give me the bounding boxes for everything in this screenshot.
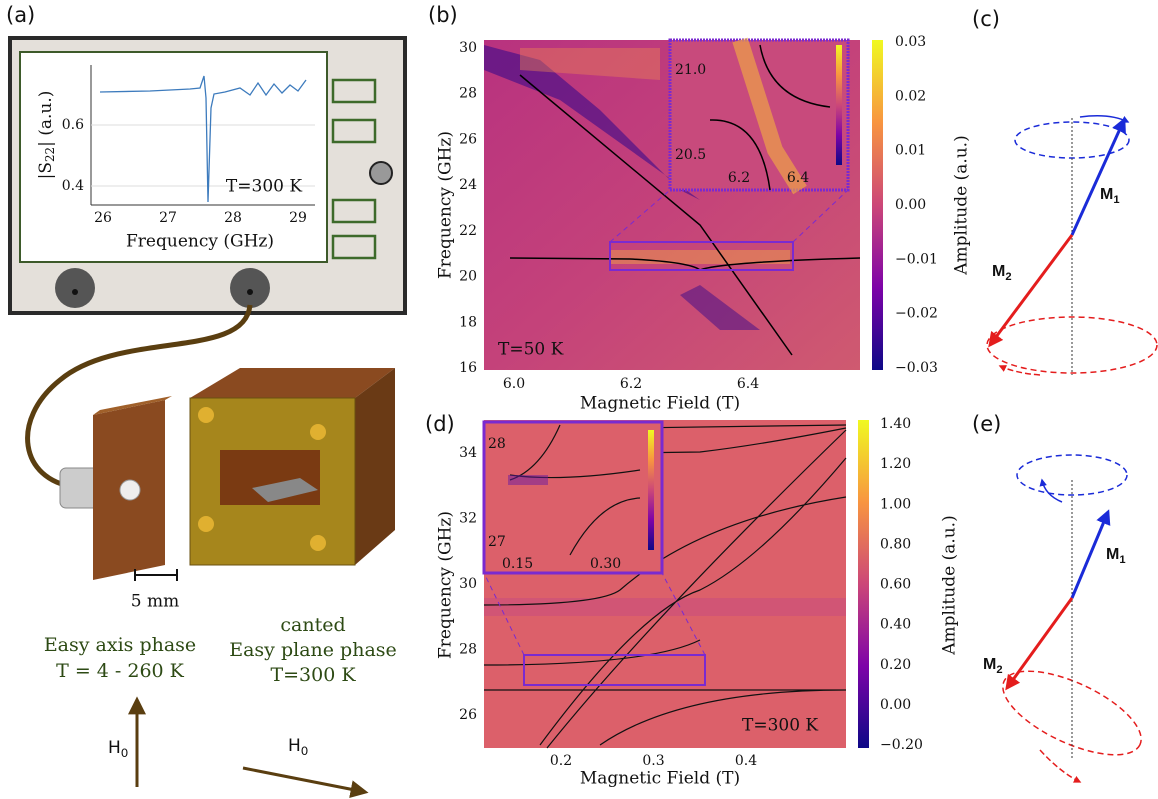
annotation: T=50 K (498, 340, 564, 360)
field-label: H0 (108, 738, 128, 760)
x-axis-label: Frequency (GHz) (126, 232, 274, 252)
colorbar-tick-label: 1.20 (880, 456, 911, 472)
phase-label: Easy axis phase (44, 634, 196, 656)
y-tick-label: 28 (459, 642, 477, 658)
colorbar-tick-label: −0.02 (895, 306, 938, 322)
y-tick-label: 0.4 (62, 178, 84, 194)
y-axis-label: |S22| (a.u.) (36, 91, 58, 180)
vector-label: M2 (983, 656, 1003, 676)
vector-label-main: M (1100, 186, 1113, 203)
y-axis-label-rest: | (a.u.) (36, 91, 56, 147)
phase-label: canted (280, 614, 345, 636)
colorbar-tick-label: 0.80 (880, 536, 911, 552)
inset-tick-label: 0.15 (502, 556, 533, 572)
inset-tick-label: 20.5 (675, 147, 706, 163)
colorbar-tick-label: −0.01 (895, 251, 938, 267)
colorbar-tick-label: 0.40 (880, 617, 911, 633)
y-tick-label: 22 (459, 223, 477, 239)
x-tick-label: 6.0 (503, 376, 525, 392)
spin-diagram-e (991, 455, 1152, 782)
x-axis-label: Magnetic Field (T) (580, 769, 740, 789)
colorbar-tick-label: 0.01 (895, 143, 926, 159)
y-tick-label: 28 (459, 86, 477, 102)
heatmap-d (484, 420, 869, 748)
x-tick-label: 6.4 (737, 376, 759, 392)
y-tick-label: 30 (459, 576, 477, 592)
x-tick-label: 0.2 (550, 753, 572, 769)
phase-label: Easy plane phase (229, 639, 397, 661)
colorbar-tick-label: −0.03 (895, 360, 938, 376)
x-axis-label: Magnetic Field (T) (580, 394, 740, 414)
annotation: T=300 K (742, 716, 818, 736)
inset-tick-label: 28 (488, 436, 506, 452)
cable-and-sample (28, 305, 395, 792)
instrument (10, 38, 405, 313)
y-axis-label: Frequency (GHz) (436, 131, 456, 279)
x-tick-label: 0.4 (735, 753, 757, 769)
colorbar-tick-label: 1.00 (880, 496, 911, 512)
vector-label-main: M (992, 263, 1005, 280)
x-tick-label: 27 (159, 210, 177, 226)
annotation: T=300 K (226, 177, 302, 197)
y-tick-label: 0.6 (62, 117, 84, 133)
field-label-main: H (108, 738, 121, 758)
y-tick-label: 26 (459, 707, 477, 723)
x-tick-label: 28 (224, 210, 242, 226)
x-tick-label: 26 (94, 210, 112, 226)
heatmap-b (484, 40, 883, 370)
x-tick-label: 0.3 (642, 753, 664, 769)
inset-tick-label: 27 (488, 534, 506, 550)
vector-label-sub: 1 (1119, 554, 1125, 566)
vector-label-sub: 2 (1005, 271, 1011, 283)
phase-label: T=300 K (270, 664, 356, 686)
y-tick-label: 26 (459, 131, 477, 147)
colorbar-tick-label: 0.02 (895, 88, 926, 104)
colorbar-tick-label: 0.60 (880, 577, 911, 593)
vector-label-main: M (1106, 546, 1119, 563)
vector-label-main: M (983, 656, 996, 673)
y-tick-label: 18 (459, 314, 477, 330)
field-label-sub: 0 (301, 744, 309, 758)
y-axis-label: Frequency (GHz) (436, 511, 456, 659)
y-tick-label: 34 (459, 445, 477, 461)
scale-bar-label: 5 mm (131, 592, 179, 612)
panel-label: (d) (425, 412, 455, 436)
y-tick-label: 16 (459, 360, 477, 376)
y-tick-label: 20 (459, 269, 477, 285)
field-label: H0 (288, 736, 308, 758)
y-axis-label-main: |S (36, 162, 56, 179)
colorbar-tick-label: 0.03 (895, 34, 926, 50)
colorbar-label: Amplitude (a.u.) (940, 515, 960, 655)
panel-label: (c) (972, 7, 1000, 31)
y-tick-label: 24 (459, 177, 477, 193)
vector-label: M1 (1106, 546, 1126, 566)
y-tick-label: 32 (459, 511, 477, 527)
field-label-sub: 0 (121, 746, 129, 760)
colorbar-label: Amplitude (a.u.) (952, 135, 972, 275)
y-axis-label-sub: 22 (43, 147, 57, 162)
vector-label: M2 (992, 263, 1012, 283)
field-label-main: H (288, 736, 301, 756)
inset-tick-label: 6.2 (728, 170, 750, 186)
x-tick-label: 6.2 (620, 376, 642, 392)
y-tick-label: 30 (459, 40, 477, 56)
colorbar-tick-label: −0.20 (880, 737, 923, 753)
vector-label-sub: 1 (1113, 194, 1119, 206)
vector-label-sub: 2 (996, 664, 1002, 676)
figure: (a)|S22| (a.u.)0.60.426272829Frequency (… (0, 0, 1158, 799)
vector-label: M1 (1100, 186, 1120, 206)
spin-diagram-c (987, 116, 1157, 375)
colorbar-tick-label: 1.40 (880, 416, 911, 432)
x-tick-label: 29 (289, 210, 307, 226)
colorbar-tick-label: 0.20 (880, 657, 911, 673)
inset-tick-label: 6.4 (787, 170, 809, 186)
inset-tick-label: 0.30 (590, 556, 621, 572)
panel-label: (e) (972, 412, 1001, 436)
panel-label: (a) (6, 3, 35, 27)
colorbar-tick-label: 0.00 (880, 697, 911, 713)
phase-label: T = 4 - 260 K (56, 660, 185, 682)
colorbar-tick-label: 0.00 (895, 197, 926, 213)
inset-tick-label: 21.0 (675, 62, 706, 78)
panel-label: (b) (428, 3, 458, 27)
